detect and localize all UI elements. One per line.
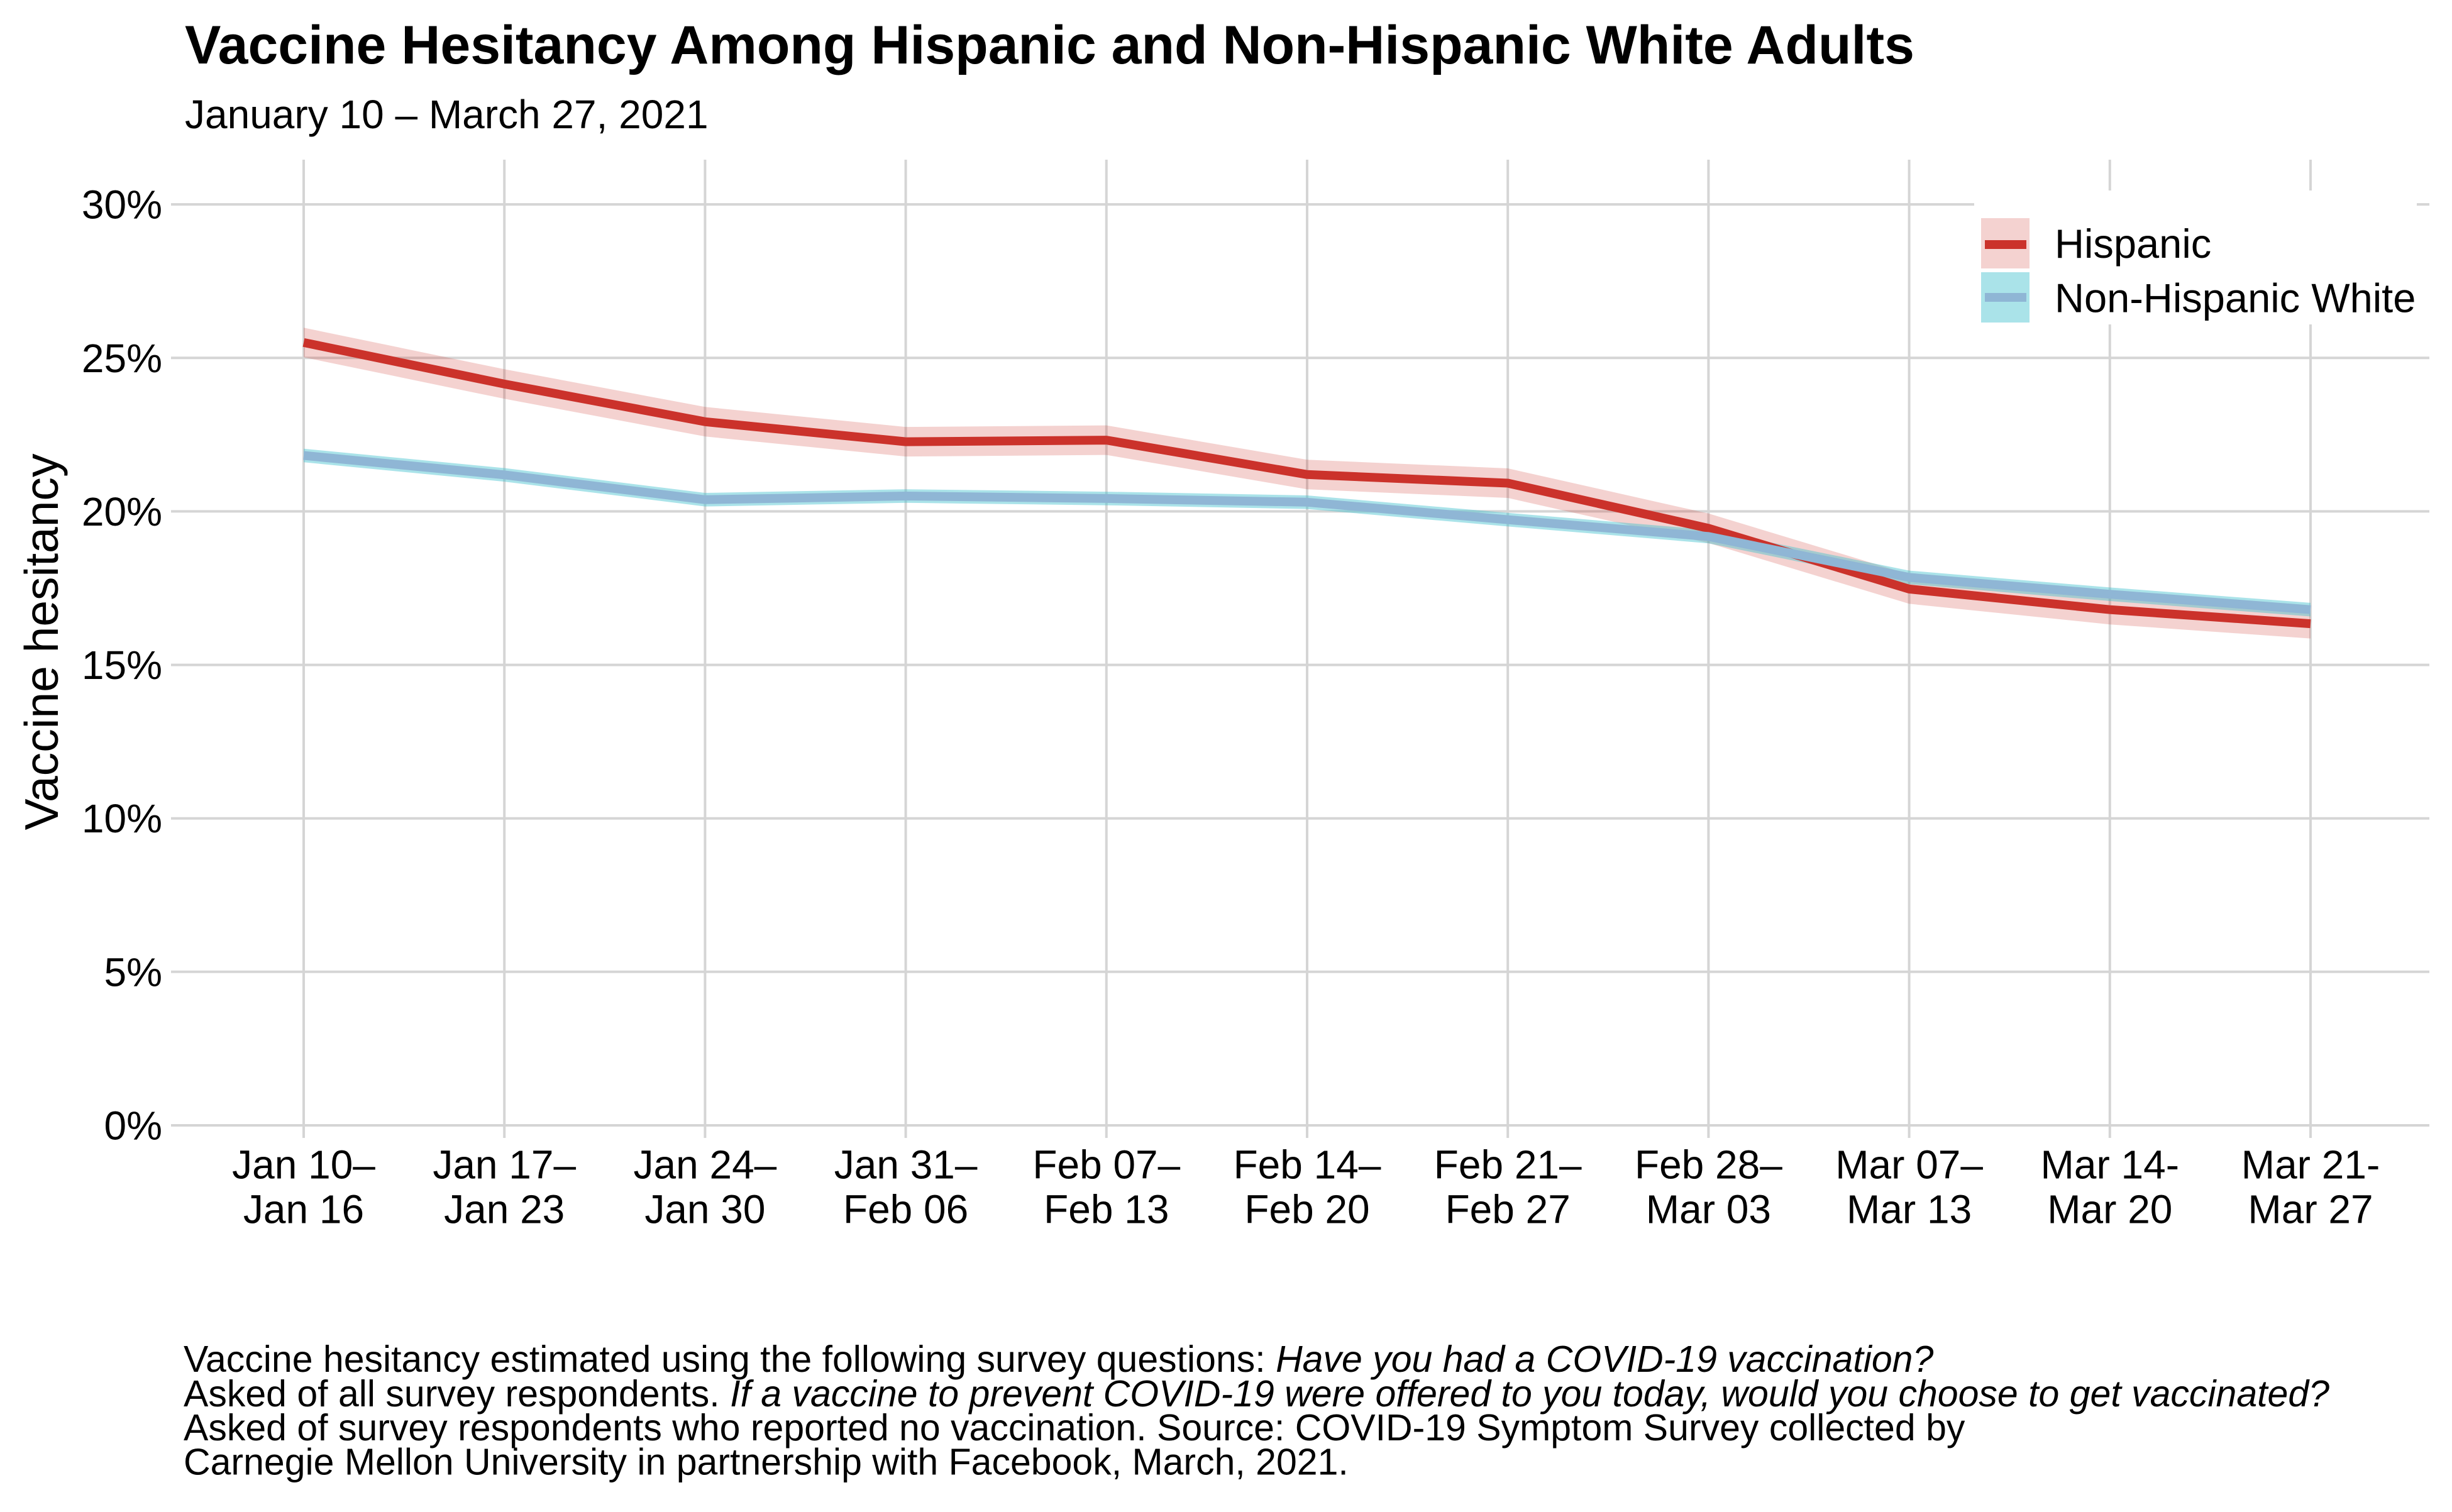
svg-text:Mar 07–: Mar 07–: [1835, 1142, 1983, 1188]
svg-text:Carnegie Mellon University in: Carnegie Mellon University in partnershi…: [184, 1442, 1349, 1483]
svg-text:Hispanic: Hispanic: [2055, 221, 2211, 267]
svg-text:20%: 20%: [82, 489, 162, 534]
svg-text:Mar 27: Mar 27: [2248, 1187, 2373, 1232]
svg-text:30%: 30%: [82, 182, 162, 228]
svg-text:Jan 23: Jan 23: [444, 1187, 565, 1232]
svg-text:Mar 03: Mar 03: [1646, 1187, 1771, 1232]
svg-text:Feb 14–: Feb 14–: [1234, 1142, 1381, 1188]
svg-text:Asked of survey respondents wh: Asked of survey respondents who reported…: [184, 1407, 1965, 1449]
svg-text:10%: 10%: [82, 796, 162, 841]
svg-text:Vaccine hesitancy estimated us: Vaccine hesitancy estimated using the fo…: [184, 1338, 1933, 1380]
svg-text:Vaccine hesitancy: Vaccine hesitancy: [15, 453, 68, 830]
svg-text:Mar 13: Mar 13: [1847, 1187, 1972, 1232]
svg-text:January 10 – March 27, 2021: January 10 – March 27, 2021: [185, 92, 709, 137]
svg-text:Feb 27: Feb 27: [1445, 1187, 1571, 1232]
svg-text:Jan 24–: Jan 24–: [634, 1142, 777, 1188]
svg-text:15%: 15%: [82, 643, 162, 688]
svg-text:5%: 5%: [104, 949, 163, 995]
svg-text:25%: 25%: [82, 336, 162, 381]
svg-text:Feb 13: Feb 13: [1044, 1187, 1169, 1232]
svg-text:Feb 28–: Feb 28–: [1635, 1142, 1782, 1188]
svg-text:Mar 14-: Mar 14-: [2041, 1142, 2180, 1188]
svg-text:Feb 07–: Feb 07–: [1032, 1142, 1180, 1188]
svg-text:Jan 30: Jan 30: [644, 1187, 765, 1232]
svg-text:Jan 31–: Jan 31–: [834, 1142, 978, 1188]
svg-text:Jan 17–: Jan 17–: [433, 1142, 576, 1188]
svg-text:Vaccine Hesitancy Among Hispan: Vaccine Hesitancy Among Hispanic and Non…: [185, 15, 1914, 75]
svg-text:0%: 0%: [104, 1103, 163, 1149]
svg-text:Mar 21-: Mar 21-: [2241, 1142, 2380, 1188]
svg-text:Feb 20: Feb 20: [1244, 1187, 1369, 1232]
svg-text:Jan 10–: Jan 10–: [232, 1142, 375, 1188]
svg-text:Mar 20: Mar 20: [2047, 1187, 2172, 1232]
svg-text:Feb 21–: Feb 21–: [1434, 1142, 1582, 1188]
svg-text:Non-Hispanic White: Non-Hispanic White: [2055, 275, 2416, 321]
svg-text:Feb 06: Feb 06: [843, 1187, 968, 1232]
svg-text:Asked of all survey respondent: Asked of all survey respondents. If a va…: [184, 1373, 2329, 1415]
svg-text:Jan 16: Jan 16: [243, 1187, 364, 1232]
